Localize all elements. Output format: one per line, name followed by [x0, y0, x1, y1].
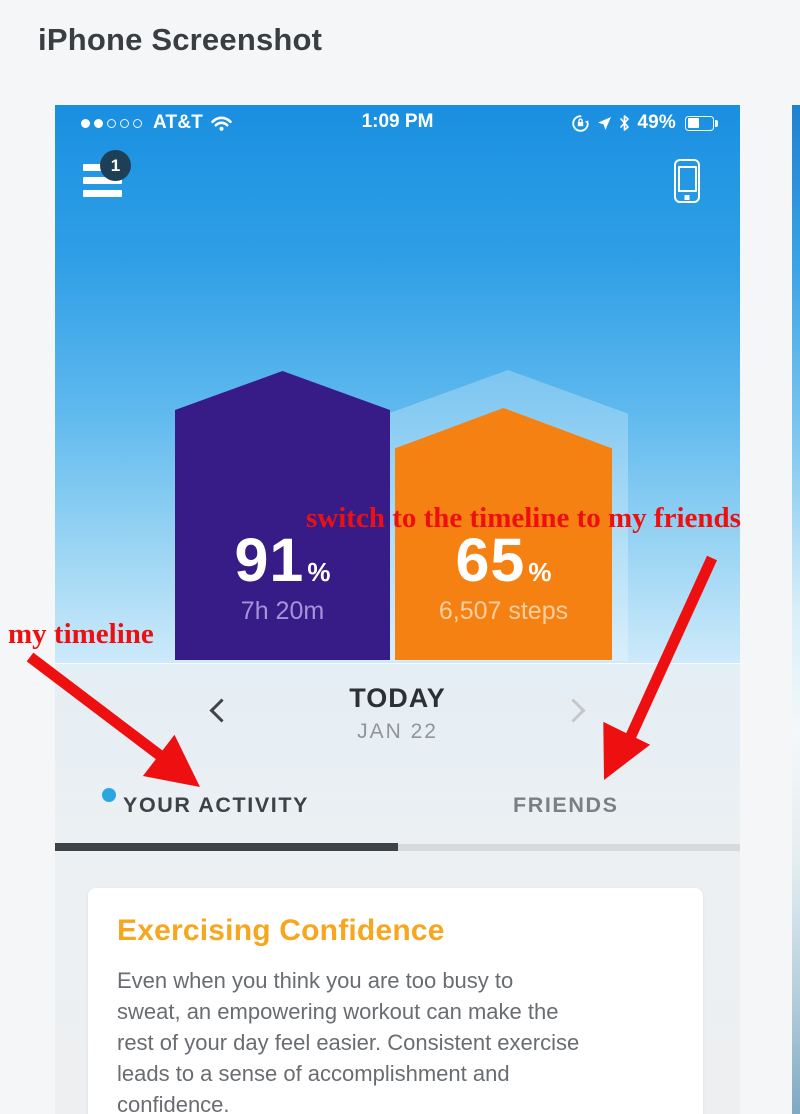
date-subtitle: JAN 22 [357, 720, 438, 743]
clock-label: 1:09 PM [361, 111, 434, 132]
adjacent-screenshot-sliver [792, 105, 800, 1114]
annotation-my-timeline: my timeline [8, 618, 154, 650]
active-tab-dot [102, 788, 116, 802]
steps-percent-value: 65 [455, 526, 526, 594]
sleep-stats: 91 % 7h 20m [175, 530, 390, 626]
signal-strength-icon [81, 118, 142, 128]
status-bar-left: AT&T [81, 112, 233, 134]
steps-count-label: 6,507 steps [438, 597, 569, 625]
carrier-label: AT&T [153, 112, 204, 133]
inactive-tab-track [398, 844, 740, 851]
bluetooth-icon [620, 115, 630, 131]
insight-card-title: Exercising Confidence [117, 914, 445, 947]
battery-percent-label: 49% [637, 112, 676, 133]
insight-card[interactable]: Exercising Confidence Even when you thin… [88, 888, 703, 1114]
steps-stats: 65 % 6,507 steps [395, 530, 612, 626]
date-title: TODAY [349, 683, 446, 713]
annotation-switch-to-friends: switch to the timeline to my friends [306, 502, 741, 534]
status-bar-right: 49% [571, 112, 718, 134]
insight-card-body: Even when you think you are too busy to … [117, 968, 580, 1114]
tab-friends[interactable]: FRIENDS [513, 793, 619, 817]
device-icon [677, 166, 697, 192]
active-tab-underline [55, 843, 398, 851]
sleep-duration-label: 7h 20m [240, 597, 325, 625]
iphone-screenshot: AT&T 1:09 PM [55, 105, 740, 1114]
battery-icon [685, 115, 718, 131]
sleep-percent-unit: % [307, 557, 331, 587]
steps-bar[interactable]: 65 % 6,507 steps [395, 408, 612, 660]
orientation-lock-icon [572, 114, 590, 132]
status-bar: AT&T 1:09 PM [55, 105, 740, 141]
wifi-icon [211, 115, 232, 131]
date-navigator: TODAY JAN 22 [55, 683, 740, 744]
sleep-bar[interactable]: 91 % 7h 20m [175, 371, 390, 660]
menu-icon [83, 164, 113, 171]
device-sync-button[interactable] [674, 159, 700, 203]
menu-button[interactable]: 1 [83, 150, 145, 205]
sleep-percent-value: 91 [234, 526, 305, 594]
notification-badge: 1 [100, 150, 131, 181]
page-title: iPhone Screenshot [38, 22, 323, 57]
steps-percent-unit: % [528, 557, 552, 587]
location-arrow-icon [598, 116, 612, 130]
tab-your-activity[interactable]: YOUR ACTIVITY [123, 793, 310, 817]
